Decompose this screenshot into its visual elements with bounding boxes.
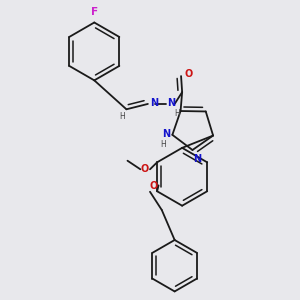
Text: N: N [167,98,175,108]
Text: H: H [119,112,125,122]
Text: N: N [162,129,170,139]
Text: O: O [184,69,193,79]
Text: H: H [175,109,180,118]
Text: O: O [141,164,149,174]
Text: O: O [149,182,158,191]
Text: N: N [150,98,158,108]
Text: H: H [160,140,166,149]
Text: N: N [194,154,202,164]
Text: F: F [91,7,98,17]
